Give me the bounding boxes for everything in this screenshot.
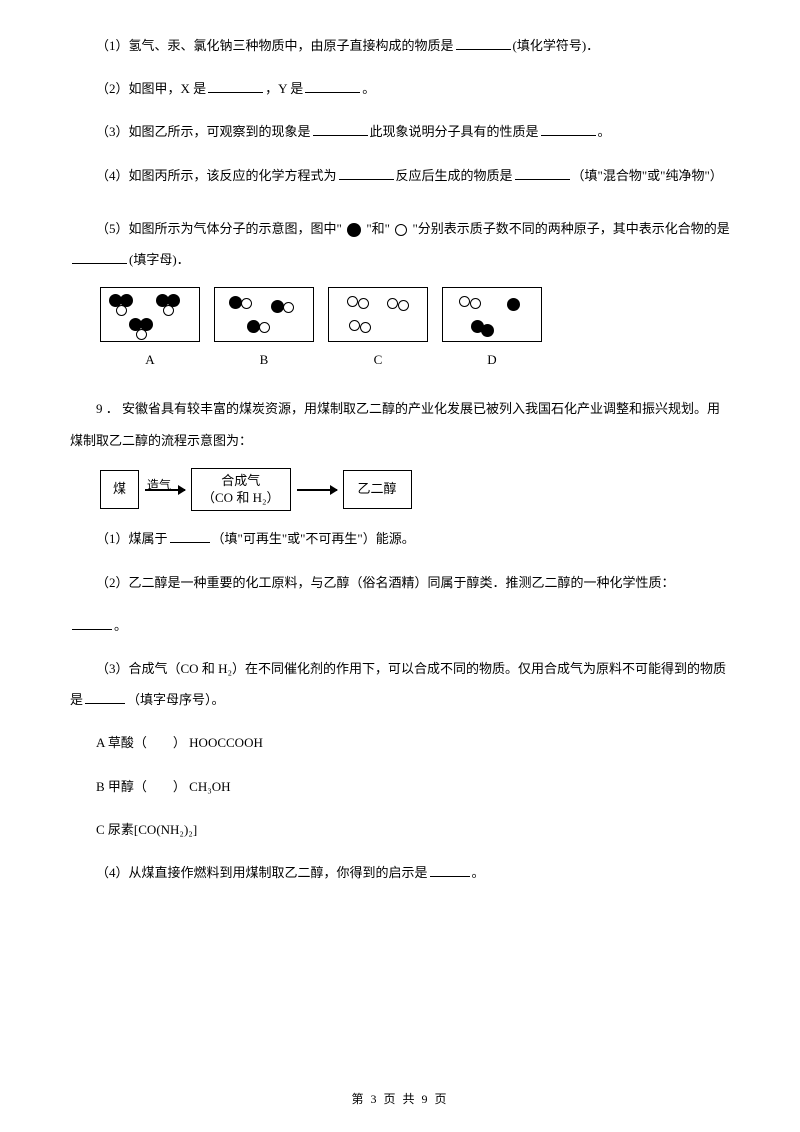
q9-3-formula: CO 和 H₂ — [181, 661, 232, 676]
q1-text: （1）氢气、汞、氯化钠三种物质中，由原子直接构成的物质是 — [96, 38, 454, 53]
question-9-intro: 9 ． 安徽省具有较丰富的煤炭资源，用煤制取乙二醇的产业化发展已被列入我国石化产… — [70, 393, 730, 455]
optB-label: B 甲醇（ ） — [96, 779, 186, 794]
q5-mid: "和" — [366, 221, 390, 236]
diagram-d: D — [442, 287, 542, 375]
optA-label: A 草酸（ ） — [96, 735, 186, 750]
q9-1-suffix: （填"可再生"或"不可再生"）能源。 — [212, 531, 415, 546]
diagram-c: C — [328, 287, 428, 375]
q5-end: (填字母)． — [129, 252, 190, 267]
gas-line2: （CO 和 H₂） — [202, 490, 279, 507]
question-9-3: （3）合成气（CO 和 H₂）在不同催化剂的作用下，可以合成不同的物质。仅用合成… — [70, 653, 730, 715]
question-9-2: （2）乙二醇是一种重要的化工原料，与乙醇（俗名酒精）同属于醇类．推测乙二醇的一种… — [70, 567, 730, 598]
q4-mid: 反应后生成的物质是 — [396, 168, 513, 183]
blank[interactable] — [456, 37, 511, 50]
arrow-label: 造气 — [147, 471, 171, 500]
label-b: B — [214, 344, 314, 375]
white-atom-icon — [395, 224, 407, 236]
label-c: C — [328, 344, 428, 375]
q9-2-prefix: （2）乙二醇是一种重要的化工原料，与乙醇（俗名酒精）同属于醇类．推测乙二醇的一种… — [96, 575, 675, 590]
blank[interactable] — [170, 530, 210, 543]
optC-formula: CO(NH₂)₂ — [138, 822, 193, 837]
blank[interactable] — [72, 617, 112, 630]
question-9-4: （4）从煤直接作燃料到用煤制取乙二醇，你得到的启示是 。 — [70, 857, 730, 888]
q3-mid: 此现象说明分子具有的性质是 — [370, 124, 539, 139]
blank[interactable] — [541, 123, 596, 136]
black-atom-icon — [347, 223, 361, 237]
q3-prefix: （3）如图乙所示，可观察到的现象是 — [96, 124, 311, 139]
q9-4-prefix: （4）从煤直接作燃料到用煤制取乙二醇，你得到的启示是 — [96, 865, 428, 880]
molecule-diagram-row: A B C D — [100, 287, 730, 375]
q5-prefix: （5）如图所示为气体分子的示意图，图中" — [96, 221, 342, 236]
flow-eth: 乙二醇 — [343, 470, 412, 509]
q9-3-prefix: （3）合成气（ — [96, 661, 181, 676]
optB-formula: CH₃OH — [189, 779, 230, 794]
option-a: A 草酸（ ） HOOCCOOH — [70, 727, 730, 758]
optC-end: ] — [193, 822, 197, 837]
flow-diagram: 煤 造气 合成气 （CO 和 H₂） 乙二醇 — [100, 468, 730, 512]
blank[interactable] — [72, 251, 127, 264]
question-4: （4）如图丙所示，该反应的化学方程式为 反应后生成的物质是 （填"混合物"或"纯净物… — [70, 160, 730, 191]
question-2: （2）如图甲，X 是 ，Y 是 。 — [70, 73, 730, 104]
arrow-icon — [297, 489, 337, 491]
q5-mid2: "分别表示质子数不同的两种原子，其中表示化合物的是 — [412, 221, 729, 236]
blank[interactable] — [515, 167, 570, 180]
label-a: A — [100, 344, 200, 375]
page-footer: 第 3 页 共 9 页 — [0, 1085, 800, 1114]
question-9-2-blank: 。 — [70, 610, 730, 641]
gas-line1: 合成气 — [202, 473, 279, 490]
blank[interactable] — [208, 80, 263, 93]
blank[interactable] — [313, 123, 368, 136]
q9-1-prefix: （1）煤属于 — [96, 531, 168, 546]
question-9-1: （1）煤属于 （填"可再生"或"不可再生"）能源。 — [70, 523, 730, 554]
q9-intro: 9 ． 安徽省具有较丰富的煤炭资源，用煤制取乙二醇的产业化发展已被列入我国石化产… — [70, 401, 720, 447]
blank[interactable] — [305, 80, 360, 93]
q2-mid: ，Y 是 — [265, 81, 303, 96]
q2-end: 。 — [362, 81, 375, 96]
option-b: B 甲醇（ ） CH₃OH — [70, 771, 730, 802]
flow-coal: 煤 — [100, 470, 139, 509]
diagram-a: A — [100, 287, 200, 375]
q3-end: 。 — [598, 124, 611, 139]
flow-gas: 合成气 （CO 和 H₂） — [191, 468, 290, 512]
blank[interactable] — [339, 167, 394, 180]
arrow-icon: 造气 — [145, 489, 185, 491]
q2-prefix: （2）如图甲，X 是 — [96, 81, 206, 96]
label-d: D — [442, 344, 542, 375]
blank[interactable] — [85, 691, 125, 704]
q4-prefix: （4）如图丙所示，该反应的化学方程式为 — [96, 168, 337, 183]
question-3: （3）如图乙所示，可观察到的现象是 此现象说明分子具有的性质是 。 — [70, 116, 730, 147]
question-1: （1）氢气、汞、氯化钠三种物质中，由原子直接构成的物质是 (填化学符号)． — [70, 30, 730, 61]
q9-3-suffix: （填字母序号）。 — [127, 692, 225, 707]
q9-4-end: 。 — [472, 865, 485, 880]
question-5: （5）如图所示为气体分子的示意图，图中" "和" "分别表示质子数不同的两种原子… — [70, 213, 730, 275]
diagram-b: B — [214, 287, 314, 375]
optC-label: C 尿素[ — [96, 822, 138, 837]
blank[interactable] — [430, 864, 470, 877]
q4-end: （填"混合物"或"纯净物"） — [572, 168, 723, 183]
option-c: C 尿素[CO(NH₂)₂] — [70, 814, 730, 845]
q1-suffix: (填化学符号)． — [513, 38, 600, 53]
q9-2-end: 。 — [114, 618, 127, 633]
optA-formula: HOOCCOOH — [189, 735, 263, 750]
